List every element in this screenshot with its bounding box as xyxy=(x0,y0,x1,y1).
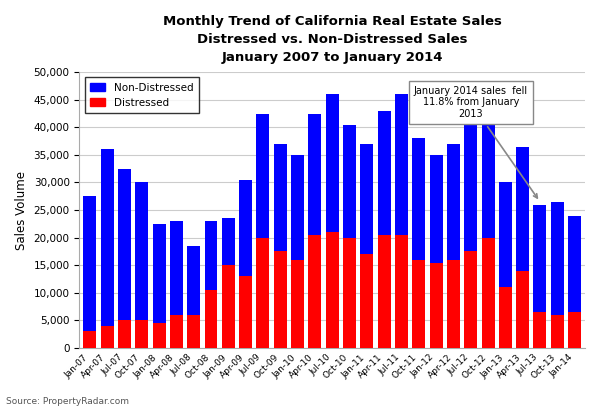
Bar xyxy=(326,232,338,348)
Bar xyxy=(343,238,356,348)
Bar xyxy=(135,182,148,348)
Bar xyxy=(83,196,96,348)
Bar xyxy=(499,287,512,348)
Bar xyxy=(533,312,547,348)
Bar xyxy=(170,315,183,348)
Bar xyxy=(551,202,564,348)
Bar xyxy=(516,271,529,348)
Text: Source: PropertyRadar.com: Source: PropertyRadar.com xyxy=(6,397,129,406)
Bar xyxy=(516,146,529,348)
Bar xyxy=(308,113,322,348)
Bar xyxy=(395,235,408,348)
Bar xyxy=(274,251,287,348)
Bar xyxy=(430,155,443,348)
Bar xyxy=(447,260,460,348)
Bar xyxy=(326,94,338,348)
Bar xyxy=(551,315,564,348)
Bar xyxy=(464,251,477,348)
Bar xyxy=(568,215,581,348)
Y-axis label: Sales Volume: Sales Volume xyxy=(15,171,28,250)
Bar xyxy=(361,144,373,348)
Bar xyxy=(377,111,391,348)
Text: January 2014 sales  fell
11.8% from January
2013: January 2014 sales fell 11.8% from Janua… xyxy=(413,86,538,198)
Bar xyxy=(412,260,425,348)
Bar xyxy=(256,113,269,348)
Bar xyxy=(152,224,166,348)
Bar xyxy=(499,182,512,348)
Legend: Non-Distressed, Distressed: Non-Distressed, Distressed xyxy=(85,78,199,113)
Bar xyxy=(482,238,494,348)
Bar xyxy=(239,276,252,348)
Title: Monthly Trend of California Real Estate Sales
Distressed vs. Non-Distressed Sale: Monthly Trend of California Real Estate … xyxy=(163,15,502,64)
Bar xyxy=(187,315,200,348)
Bar xyxy=(152,323,166,348)
Bar xyxy=(256,238,269,348)
Bar xyxy=(482,116,494,348)
Bar xyxy=(101,149,113,348)
Bar xyxy=(83,331,96,348)
Bar xyxy=(205,290,217,348)
Bar xyxy=(239,180,252,348)
Bar xyxy=(308,235,322,348)
Bar xyxy=(118,169,131,348)
Bar xyxy=(533,204,547,348)
Bar xyxy=(101,326,113,348)
Bar xyxy=(205,221,217,348)
Bar xyxy=(187,246,200,348)
Bar xyxy=(222,265,235,348)
Bar xyxy=(430,262,443,348)
Bar xyxy=(291,260,304,348)
Bar xyxy=(377,235,391,348)
Bar xyxy=(343,124,356,348)
Bar xyxy=(412,138,425,348)
Bar xyxy=(568,312,581,348)
Bar xyxy=(447,144,460,348)
Bar xyxy=(464,108,477,348)
Bar xyxy=(222,218,235,348)
Bar xyxy=(118,320,131,348)
Bar xyxy=(135,320,148,348)
Bar xyxy=(274,144,287,348)
Bar xyxy=(170,221,183,348)
Bar xyxy=(395,94,408,348)
Bar xyxy=(291,155,304,348)
Bar xyxy=(361,254,373,348)
